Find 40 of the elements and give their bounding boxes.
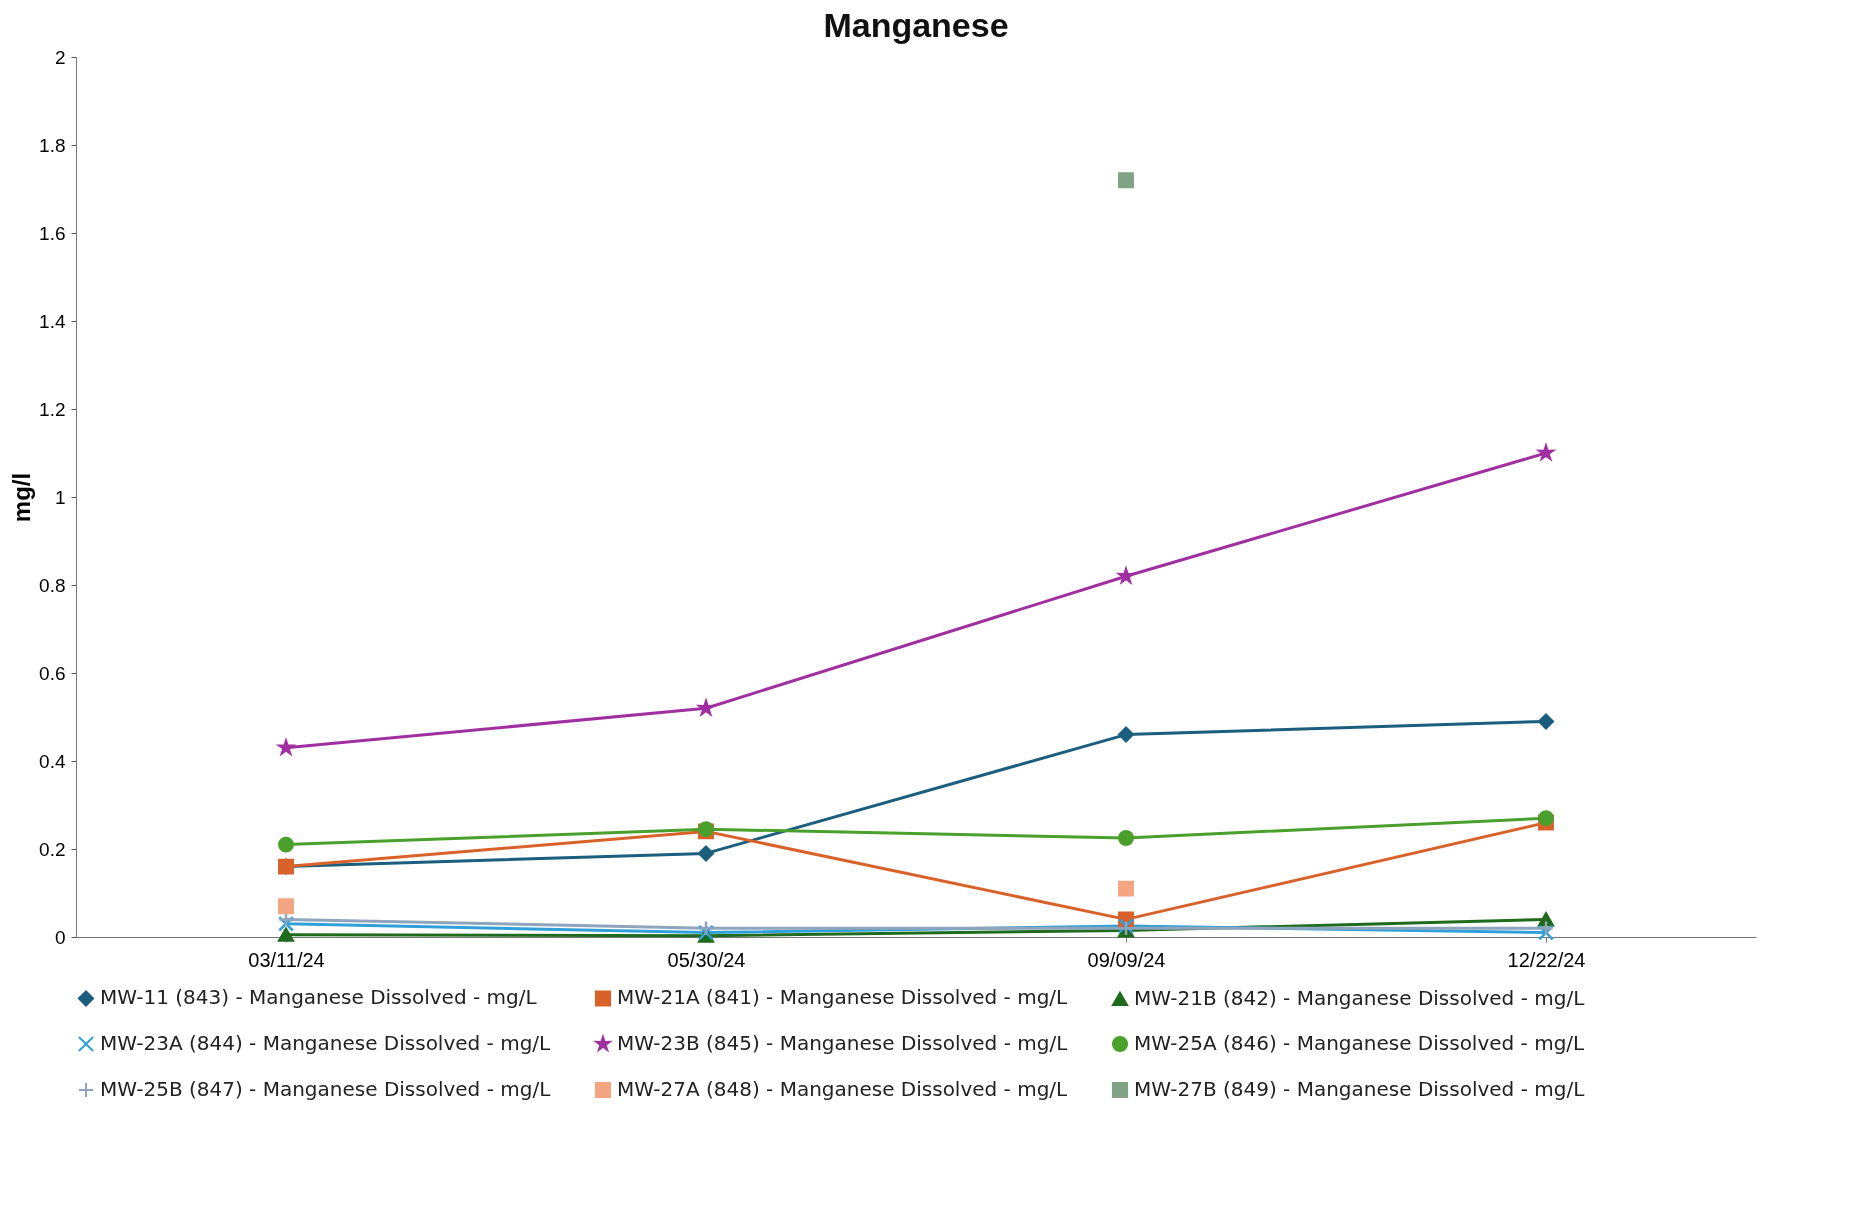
y-tick-label: 0.8 xyxy=(39,574,66,596)
y-tick-label: 1.2 xyxy=(39,398,66,420)
point xyxy=(278,927,294,942)
y-axis-title: mg/l xyxy=(8,472,36,523)
point xyxy=(278,836,294,853)
y-tick-label: 1.6 xyxy=(39,222,66,244)
legend-label: MW-23A (844) - Manganese Dissolved - mg/L xyxy=(100,1031,552,1055)
point xyxy=(278,898,294,915)
y-tick-label: 1.8 xyxy=(39,134,66,156)
y-tick-label: 0.4 xyxy=(39,750,66,772)
point xyxy=(1538,713,1554,730)
x-tick-label: 03/11/24 xyxy=(248,948,325,971)
x-tick-label: 12/22/24 xyxy=(1507,948,1586,971)
point xyxy=(1118,172,1134,189)
y-tick-label: 2 xyxy=(54,46,66,68)
y-tick-label: 0.6 xyxy=(39,662,66,684)
y-tick-label: 0.2 xyxy=(39,838,66,860)
legend-label: MW-11 (843) - Manganese Dissolved - mg/L xyxy=(100,985,538,1010)
legend-label: MW-27B (849) - Manganese Dissolved - mg/L xyxy=(1134,1077,1586,1101)
point xyxy=(1118,880,1134,897)
y-tick-label: 1.4 xyxy=(39,310,66,332)
y-tick-label: 0 xyxy=(54,926,66,948)
point xyxy=(698,920,714,937)
point xyxy=(1538,810,1554,827)
legend-label: MW-27A (848) - Manganese Dissolved - mg/L xyxy=(617,1077,1069,1101)
legend-label: MW-25A (846) - Manganese Dissolved - mg/L xyxy=(1134,1031,1586,1055)
x-tick-label: 09/09/24 xyxy=(1087,948,1166,971)
point xyxy=(1538,912,1554,927)
legend-label: MW-23B (845) - Manganese Dissolved - mg/L xyxy=(617,1031,1069,1055)
y-tick-label: 1 xyxy=(54,486,66,508)
point xyxy=(1538,920,1554,937)
point xyxy=(1118,830,1134,846)
point xyxy=(276,737,296,757)
point xyxy=(698,845,714,862)
legend-label: MW-25B (847) - Manganese Dissolved - mg/L xyxy=(100,1077,552,1101)
x-tick-label: 05/30/24 xyxy=(667,948,746,971)
point xyxy=(1118,726,1134,743)
chart-title: Manganese xyxy=(823,6,1009,44)
legend-label: MW-21A (841) - Manganese Dissolved - mg/L xyxy=(617,985,1069,1010)
legend-label: MW-21B (842) - Manganese Dissolved - mg/L xyxy=(1134,985,1586,1010)
